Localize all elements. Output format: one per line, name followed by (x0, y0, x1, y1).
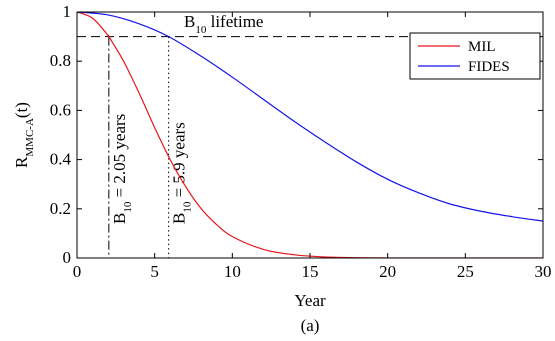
y-tick-label: 0.6 (50, 100, 71, 119)
x-tick-label: 5 (150, 262, 159, 281)
series-line-fides (77, 12, 543, 222)
marker-label-1: B10 = 2.05 years (110, 114, 134, 224)
legend-box (409, 32, 541, 80)
marker-label-rest: = 2.05 years (110, 114, 129, 202)
y-tick-label: 0.2 (50, 199, 71, 218)
x-tick-label: 15 (302, 262, 319, 281)
marker-label-main: B (170, 213, 189, 224)
threshold-label-sub: 10 (195, 24, 207, 36)
x-tick-label: 0 (73, 262, 82, 281)
legend: MIL FIDES (409, 32, 541, 80)
threshold-label-rest: lifetime (206, 12, 263, 31)
y-tick-label: 1 (63, 2, 72, 21)
y-axis-title-sub: MMC-A (24, 118, 36, 157)
x-tick-label: 25 (457, 262, 474, 281)
marker-label-main: B (110, 213, 129, 224)
y-tick-label: 0 (63, 248, 72, 267)
x-tick-label: 20 (379, 262, 396, 281)
ticks-layer: 0 5 10 15 20 25 30 0 0.2 0.4 0.6 0.8 1 (50, 2, 552, 281)
y-axis-title-arg: (t) (12, 102, 31, 118)
x-axis-title: Year (294, 291, 326, 310)
threshold-label-main: B (184, 12, 195, 31)
x-tick-label: 10 (224, 262, 241, 281)
threshold-label: B10 lifetime (184, 12, 263, 36)
y-tick-label: 0.4 (50, 150, 72, 169)
y-tick-label: 0.8 (50, 51, 71, 70)
y-axis-title-main: R (12, 156, 31, 168)
x-tick-label: 30 (535, 262, 552, 281)
marker-label-rest: = 5.9 years (170, 122, 189, 201)
y-axis-title: RMMC-A(t) (12, 102, 36, 168)
marker-label-sub: 10 (122, 201, 134, 213)
marker-label-sub: 10 (182, 201, 194, 213)
marker-label-2: B10 = 5.9 years (170, 122, 194, 224)
legend-label-mil: MIL (468, 39, 496, 55)
figure-caption: (a) (301, 316, 320, 335)
legend-label-fides: FIDES (468, 59, 510, 75)
